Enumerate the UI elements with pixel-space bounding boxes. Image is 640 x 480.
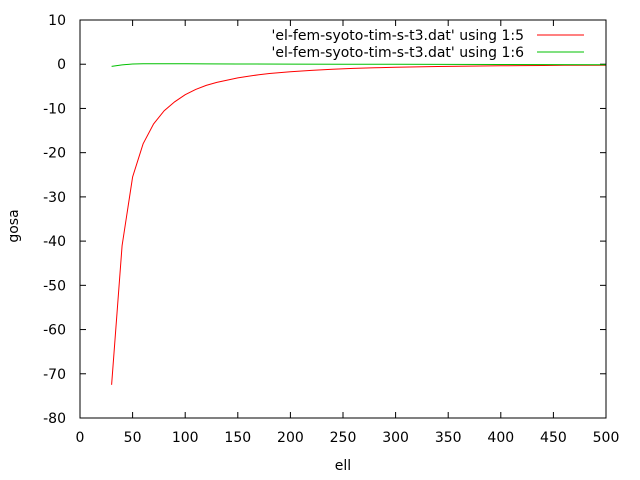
x-tick-label: 100 [172, 430, 199, 446]
x-tick-label: 50 [124, 430, 142, 446]
y-tick-label: -40 [43, 234, 66, 250]
x-tick-label: 400 [487, 430, 514, 446]
y-tick-label: 0 [57, 57, 66, 73]
y-axis-label: gosa [6, 209, 22, 242]
legend-label-1: 'el-fem-syoto-tim-s-t3.dat' using 1:5 [272, 28, 524, 44]
y-tick-label: -10 [43, 101, 66, 117]
x-tick-label: 0 [76, 430, 85, 446]
x-tick-label: 200 [277, 430, 304, 446]
y-tick-label: -80 [43, 411, 66, 427]
legend: 'el-fem-syoto-tim-s-t3.dat' using 1:5'el… [272, 28, 584, 61]
y-tick-label: -20 [43, 146, 66, 162]
y-tick-label: -70 [43, 367, 66, 383]
y-tick-label: -60 [43, 323, 66, 339]
axis-ticks: 0 50 100 150 200 250 300 350 400 450 500100-10-20-… [43, 13, 619, 446]
legend-label-2: 'el-fem-syoto-tim-s-t3.dat' using 1:6 [272, 45, 525, 61]
series-lines [111, 63, 607, 385]
x-tick-label: 150 [224, 430, 251, 446]
series-line-2 [111, 63, 607, 67]
series-line-1 [111, 64, 606, 385]
y-tick-label: -50 [43, 278, 66, 294]
x-tick-label: 350 [435, 430, 462, 446]
x-tick-label: 250 [330, 430, 357, 446]
y-tick-label: -30 [43, 190, 66, 206]
x-tick-label: 500 [593, 430, 620, 446]
y-tick-label: 10 [48, 13, 66, 29]
x-tick-label: 300 [382, 430, 409, 446]
plot-frame [79, 19, 607, 419]
x-axis-label: ell [335, 458, 351, 474]
x-tick-label: 450 [540, 430, 567, 446]
